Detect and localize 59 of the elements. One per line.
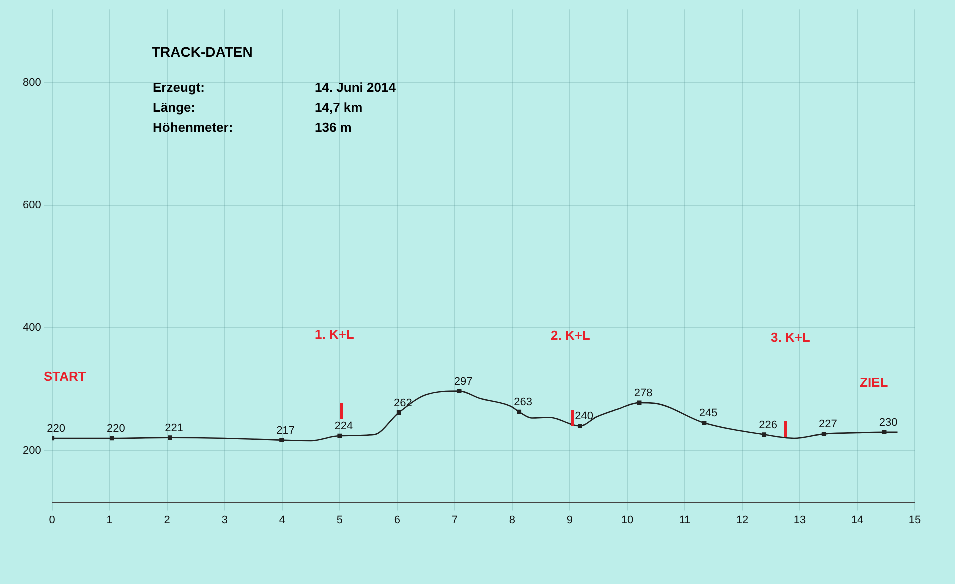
data-label: 217: [276, 424, 295, 437]
annotation: 14,7 km: [315, 100, 363, 115]
x-tick-label: 0: [49, 514, 56, 526]
data-label: 263: [514, 396, 533, 409]
data-label: 220: [106, 423, 126, 435]
data-label: 230: [879, 416, 898, 429]
annotation: Länge:: [153, 100, 196, 115]
y-tick-label: 400: [22, 322, 42, 334]
point: [457, 389, 462, 394]
annotation: START: [44, 369, 86, 384]
data-label: 297: [454, 376, 473, 388]
text: TRACK-DATEN: [152, 44, 253, 60]
x-tick-label: 14: [851, 514, 864, 526]
x-tick-label: 10: [621, 514, 634, 526]
x-tick-label: 13: [794, 514, 806, 526]
x-tick-label: 6: [394, 514, 400, 526]
point: [882, 430, 887, 435]
point: [578, 424, 582, 428]
point: [702, 420, 707, 426]
point: [637, 400, 642, 406]
data-label: 240: [575, 410, 594, 423]
x-tick-label: 8: [509, 514, 516, 526]
y-tick-label: 200: [22, 444, 42, 457]
x-tick-label: 3: [222, 514, 228, 526]
data-label: 262: [394, 397, 412, 410]
annotation: Höhenmeter:: [153, 120, 234, 135]
x-tick-label: 1: [106, 514, 113, 526]
x-tick-label: 9: [566, 514, 574, 526]
x-tick-label: 15: [908, 514, 922, 526]
data-label: 220: [47, 423, 66, 435]
data-label: 227: [818, 418, 838, 431]
point: [822, 432, 826, 436]
annotation: 3. K+L: [771, 330, 810, 345]
data-label: 245: [699, 408, 718, 420]
point: [762, 432, 767, 437]
data-label: 221: [165, 422, 184, 434]
point: [517, 410, 522, 414]
y-tick-label: 800: [22, 77, 42, 90]
data-label: 226: [759, 419, 778, 432]
annotation: 2. K+L: [551, 328, 590, 343]
data-label: 224: [334, 420, 354, 433]
x-tick-label: 7: [452, 514, 458, 526]
y-tick-label: 600: [22, 200, 42, 212]
annotation: 136 m: [315, 120, 352, 135]
point: [168, 436, 172, 440]
x-tick-label: 11: [679, 514, 691, 526]
data-label: 278: [634, 387, 653, 400]
annotation: Erzeugt:: [153, 80, 205, 95]
annotation: 14. Juni 2014: [315, 80, 396, 95]
point: [280, 438, 284, 443]
x-tick-label: 4: [279, 514, 286, 526]
point: [110, 436, 114, 441]
point: [396, 410, 402, 415]
x-tick-label: 2: [164, 514, 170, 526]
annotation: ZIEL: [860, 375, 888, 390]
point: [338, 434, 342, 438]
x-tick-label: 12: [736, 514, 749, 526]
annotation: 1. K+L: [315, 327, 354, 342]
x-tick-label: 5: [336, 514, 343, 526]
